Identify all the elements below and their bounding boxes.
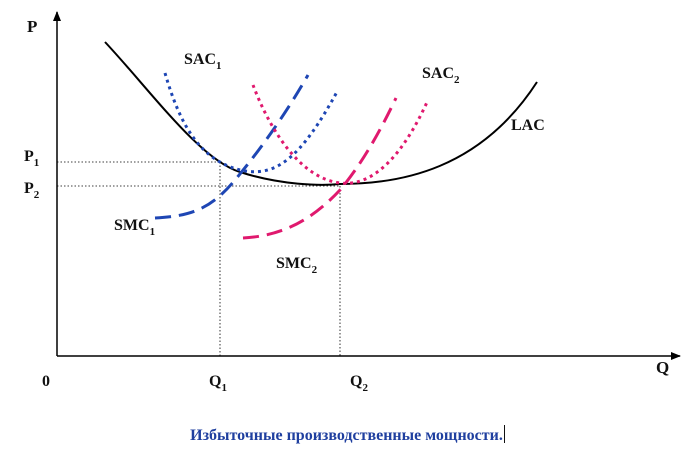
sac1-curve: [163, 72, 340, 174]
smc1-curve: [154, 74, 310, 220]
origin-label: 0: [42, 373, 50, 390]
sac2-label: SAC2: [422, 65, 460, 86]
p2-label: P2: [24, 180, 40, 201]
y-axis-label: P: [27, 17, 37, 36]
q1-label: Q1: [209, 373, 227, 394]
smc1-label: SMC1: [114, 217, 155, 238]
sac2-curve: [251, 84, 430, 185]
p1-label: P1: [24, 148, 39, 169]
figure-caption: Избыточные производственные мощности.: [0, 425, 695, 445]
caption-text: Избыточные производственные мощности.: [190, 427, 503, 444]
text-cursor: [503, 425, 505, 443]
smc2-curve: [242, 97, 398, 240]
lac-label: LAC: [511, 117, 545, 134]
sac1-label: SAC1: [184, 51, 222, 72]
smc2-label: SMC2: [276, 255, 318, 276]
lac-curve: [104, 41, 538, 186]
q2-label: Q2: [350, 373, 368, 394]
x-axis-label: Q: [656, 358, 669, 377]
